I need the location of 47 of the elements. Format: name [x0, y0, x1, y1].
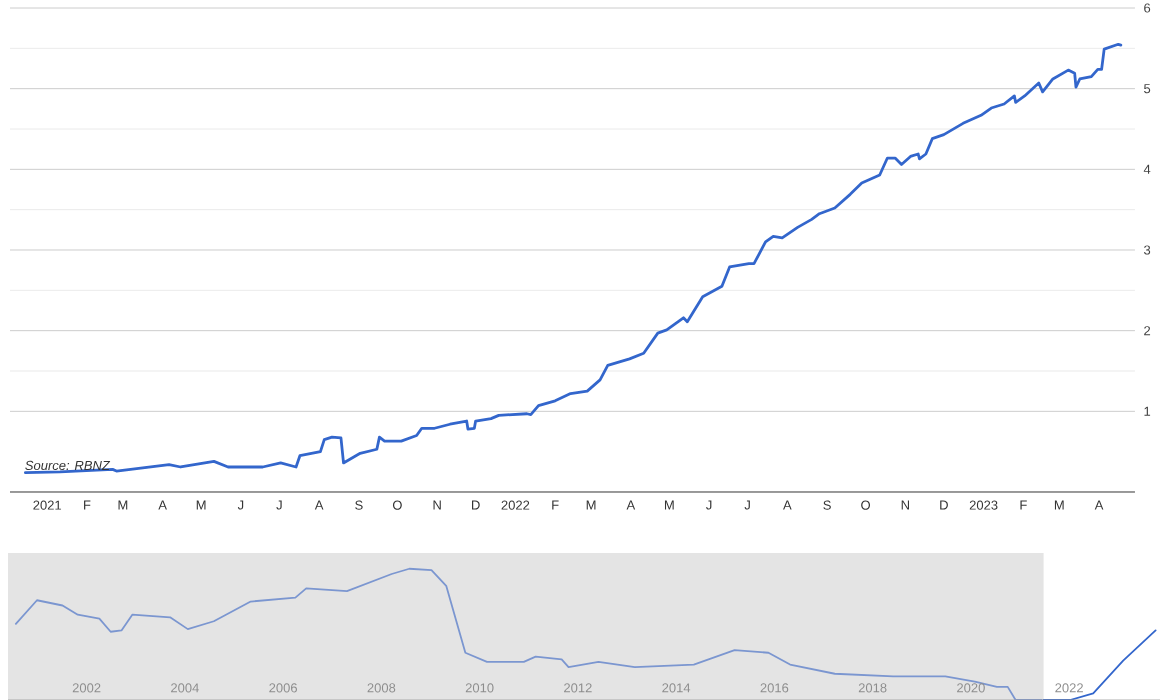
- x-tick-label: N: [433, 500, 441, 510]
- x-tick-label: F: [552, 500, 559, 510]
- x-tick-label: M: [196, 500, 206, 510]
- x-tick-label: 2020: [957, 683, 985, 693]
- x-tick-label: 2018: [858, 683, 887, 693]
- x-tick-label: A: [783, 500, 792, 510]
- y-tick-label: 1: [1144, 406, 1151, 416]
- x-tick-label: S: [823, 500, 831, 510]
- x-tick-label: 2012: [564, 683, 592, 693]
- x-tick-label: J: [276, 500, 282, 510]
- x-tick-label: F: [84, 500, 91, 510]
- x-tick-label: M: [1054, 500, 1064, 510]
- y-tick-label: 2: [1144, 326, 1151, 336]
- x-tick-label: 2023: [969, 500, 998, 510]
- x-tick-label: 2021: [33, 500, 62, 510]
- x-tick-label: M: [118, 500, 128, 510]
- x-tick-label: 2014: [662, 683, 691, 693]
- y-tick-label: 3: [1144, 245, 1151, 255]
- line-series: [23, 42, 1123, 475]
- annotation: Source: RBNZ: [25, 460, 111, 471]
- x-tick-label: J: [706, 500, 712, 510]
- x-tick-label: 2002: [72, 683, 101, 693]
- x-tick-label: 2004: [171, 683, 199, 693]
- x-tick-label: 2006: [269, 683, 297, 693]
- x-tick-label: O: [392, 500, 402, 510]
- y-tick-label: 4: [1143, 164, 1151, 174]
- x-tick-label: 2022: [501, 500, 530, 510]
- x-tick-label: 2010: [465, 683, 494, 693]
- x-tick-label: 2008: [367, 683, 396, 693]
- y-tick-label: 6: [1144, 3, 1151, 13]
- x-tick-label: A: [1094, 500, 1104, 510]
- x-tick-label: 2016: [760, 683, 789, 693]
- x-tick-label: O: [861, 500, 871, 510]
- x-tick-label: S: [355, 500, 363, 510]
- x-tick-label: F: [1020, 500, 1027, 510]
- x-tick-label: J: [237, 500, 244, 510]
- x-tick-label: D: [940, 500, 948, 510]
- x-tick-label: A: [158, 500, 167, 510]
- x-tick-label: A: [314, 500, 324, 510]
- x-tick-label: J: [744, 500, 750, 510]
- x-tick-label: M: [664, 500, 674, 510]
- x-tick-label: N: [901, 500, 909, 510]
- x-tick-label: D: [472, 500, 480, 510]
- x-tick-label: 2022: [1055, 683, 1083, 693]
- x-tick-label: M: [586, 500, 596, 510]
- y-tick-label: 5: [1144, 84, 1151, 94]
- x-tick-label: A: [626, 500, 636, 510]
